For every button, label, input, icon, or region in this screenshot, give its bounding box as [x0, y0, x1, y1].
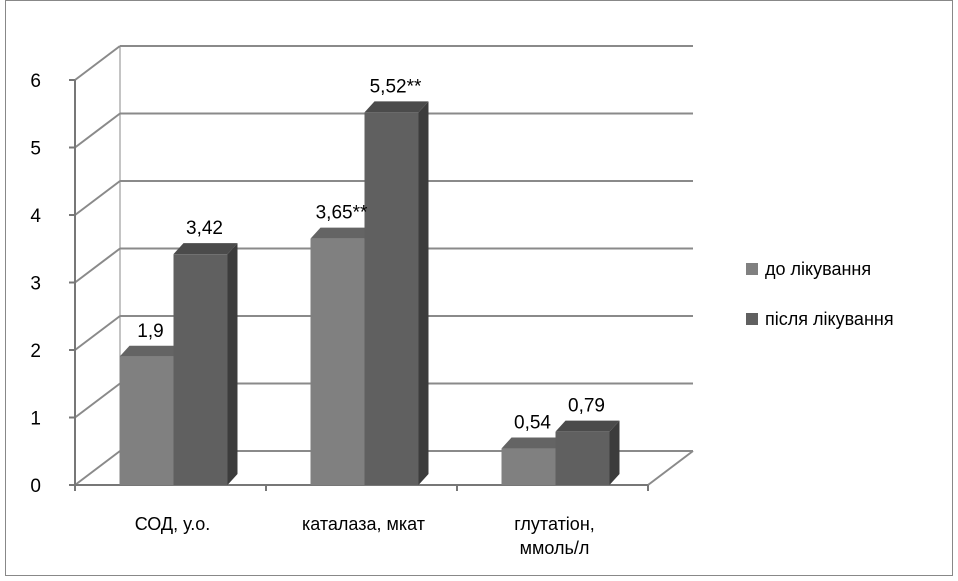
bar-top	[555, 420, 620, 432]
bars	[119, 101, 620, 486]
y-tick-label: 2	[30, 341, 41, 362]
bar-side	[609, 420, 620, 485]
bar	[555, 431, 610, 485]
x-tick-label: глутатіон,	[514, 514, 595, 534]
floor-right-edge	[647, 450, 694, 486]
gridline-diagonal	[74, 382, 121, 419]
labels: СОД, у.о. каталаза, мкат глутатіон, ммоль/л…	[135, 76, 605, 558]
legend-swatch	[746, 313, 758, 325]
bar	[310, 238, 365, 485]
y-tick-label: 1	[30, 409, 41, 430]
bar	[364, 112, 419, 486]
data-label: 3,65**	[316, 203, 368, 224]
gridline-diagonal	[74, 180, 121, 216]
gridline-diagonal	[74, 45, 121, 81]
data-label: 3,42	[186, 218, 223, 239]
data-label: 1,9	[137, 321, 163, 342]
gridline-diagonal	[74, 450, 121, 486]
bar-side	[418, 101, 429, 486]
x-tick-label: ммоль/л	[520, 538, 590, 558]
y-tick-label: 4	[30, 206, 41, 227]
y-tick-label: 5	[30, 139, 41, 160]
data-label: 5,52**	[370, 76, 422, 97]
bar-top	[173, 243, 238, 255]
chart-frame	[5, 0, 953, 576]
y-tick-label: 0	[30, 476, 41, 497]
legend-label: до лікування	[765, 259, 871, 279]
y-tick-label: 3	[30, 274, 41, 295]
bar	[173, 254, 228, 485]
gridline-diagonal	[74, 315, 121, 351]
legend-label: після лікування	[765, 309, 894, 329]
legend: до лікування після лікування	[746, 259, 894, 329]
gridline-diagonal	[74, 247, 121, 284]
bar	[501, 448, 556, 485]
gridline-diagonal	[74, 112, 121, 149]
bar	[119, 356, 174, 485]
x-tick-label: СОД, у.о.	[135, 514, 211, 534]
x-tick-label: каталаза, мкат	[302, 514, 425, 534]
y-tick-label: 6	[30, 71, 41, 92]
data-label: 0,54	[514, 413, 551, 434]
bar-side	[227, 243, 238, 485]
bar-top	[119, 345, 184, 357]
data-label: 0,79	[568, 396, 605, 417]
bar-top	[501, 437, 566, 449]
bar-top	[310, 227, 375, 239]
bar-top	[364, 101, 429, 113]
legend-swatch	[746, 263, 758, 275]
